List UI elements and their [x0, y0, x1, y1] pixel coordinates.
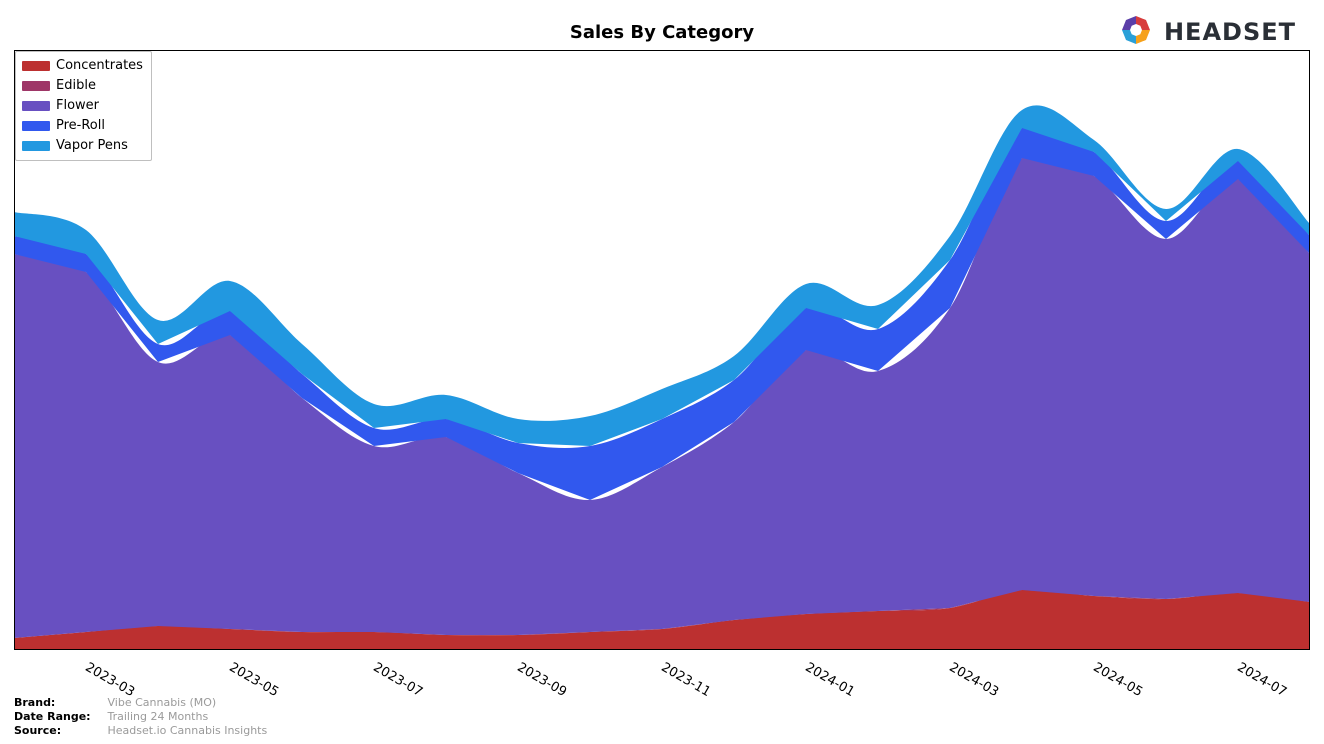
legend-item-edible: Edible — [22, 76, 143, 96]
legend-label: Edible — [56, 76, 96, 96]
x-tick-label: 2023-03 — [83, 660, 138, 700]
stacked-area-chart — [14, 50, 1310, 650]
footer-label: Brand: — [14, 696, 104, 710]
headset-icon — [1118, 12, 1154, 52]
legend-item-preroll: Pre-Roll — [22, 116, 143, 136]
footer-value: Vibe Cannabis (MO) — [104, 696, 216, 709]
legend-label: Concentrates — [56, 56, 143, 76]
chart-title-text: Sales By Category — [570, 22, 754, 43]
legend-swatch — [22, 101, 50, 111]
brand-logo: HEADSET — [1118, 12, 1296, 52]
brand-logo-text: HEADSET — [1164, 18, 1296, 46]
x-tick-label: 2024-03 — [947, 660, 1002, 700]
legend-label: Pre-Roll — [56, 116, 105, 136]
legend-item-vapor: Vapor Pens — [22, 136, 143, 156]
x-tick-label: 2024-07 — [1235, 660, 1290, 700]
legend-swatch — [22, 61, 50, 71]
footer-row: Date Range: Trailing 24 Months — [14, 710, 267, 724]
footer-label: Source: — [14, 724, 104, 738]
legend-swatch — [22, 141, 50, 151]
x-tick-label: 2024-05 — [1091, 660, 1146, 700]
footer-value: Trailing 24 Months — [104, 710, 208, 723]
x-tick-label: 2023-07 — [371, 660, 426, 700]
x-tick-label: 2023-11 — [659, 660, 714, 700]
footer-value: Headset.io Cannabis Insights — [104, 724, 267, 737]
x-tick-label: 2023-09 — [515, 660, 570, 700]
x-tick-label: 2023-05 — [227, 660, 282, 700]
footer-row: Source: Headset.io Cannabis Insights — [14, 724, 267, 738]
legend-label: Vapor Pens — [56, 136, 128, 156]
legend-item-flower: Flower — [22, 96, 143, 116]
x-tick-label: 2024-01 — [803, 660, 858, 700]
chart-area — [14, 50, 1310, 650]
footer-row: Brand: Vibe Cannabis (MO) — [14, 696, 267, 710]
legend-label: Flower — [56, 96, 99, 116]
footer-label: Date Range: — [14, 710, 104, 724]
legend-item-concentrates: Concentrates — [22, 56, 143, 76]
chart-footer: Brand: Vibe Cannabis (MO)Date Range: Tra… — [14, 696, 267, 738]
legend: ConcentratesEdibleFlowerPre-RollVapor Pe… — [15, 51, 152, 161]
legend-swatch — [22, 121, 50, 131]
legend-swatch — [22, 81, 50, 91]
